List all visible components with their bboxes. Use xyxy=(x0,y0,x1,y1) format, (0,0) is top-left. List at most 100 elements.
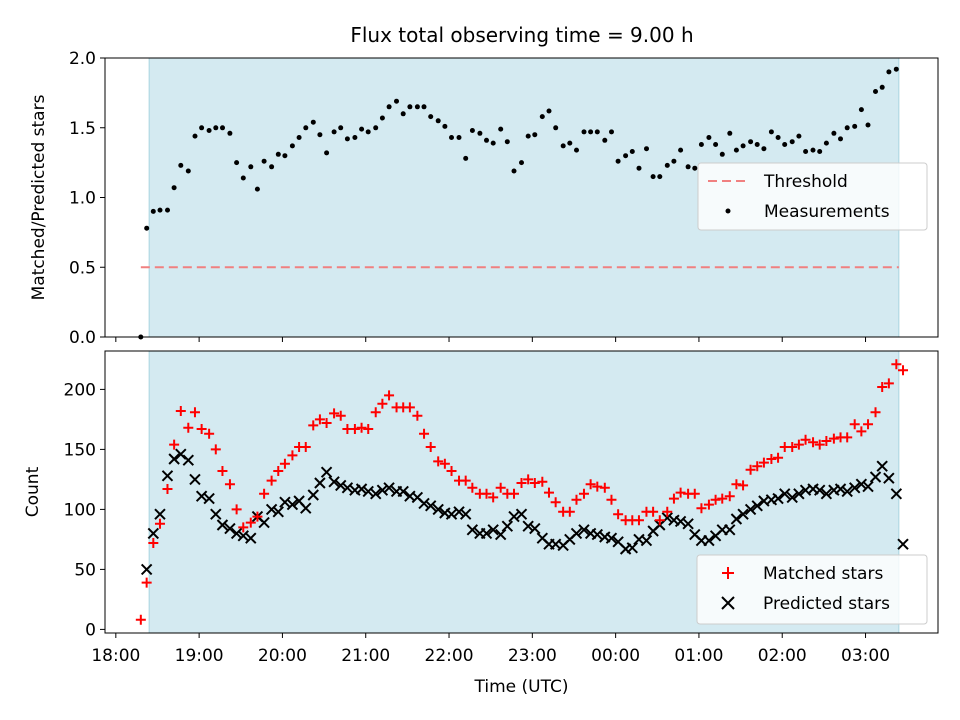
matched-star-point xyxy=(717,493,728,504)
measurement-point xyxy=(727,130,733,136)
measurement-point xyxy=(171,185,177,191)
matched-star-point xyxy=(863,419,874,430)
measurement-point xyxy=(532,132,538,138)
matched-star-point xyxy=(613,509,624,520)
predicted-star-point xyxy=(848,482,861,494)
matched-star-point xyxy=(481,488,492,499)
predicted-star-point xyxy=(793,488,805,500)
matched-star-point xyxy=(633,515,644,526)
predicted-star-point xyxy=(320,466,333,478)
measurement-point xyxy=(227,130,233,136)
count-x-tick-label: 20:00 xyxy=(258,646,307,666)
matched-star-point xyxy=(898,365,909,376)
matched-star-point xyxy=(599,482,610,493)
matched-star-point xyxy=(808,437,819,448)
predicted-star-point xyxy=(328,476,340,488)
measurement-point xyxy=(275,151,281,157)
count-x-tick-label: 19:00 xyxy=(175,646,224,666)
matched-star-point xyxy=(300,442,311,452)
measurement-point xyxy=(602,137,608,143)
measurement-point xyxy=(865,122,871,128)
matched-star-point xyxy=(877,382,888,392)
matched-star-point xyxy=(592,481,603,492)
matched-star-point xyxy=(210,444,221,455)
measurement-point xyxy=(733,147,739,153)
measurement-point xyxy=(303,125,309,131)
predicted-star-point xyxy=(258,516,270,529)
predicted-star-point xyxy=(397,485,409,498)
matched-star-point xyxy=(349,424,360,434)
count-y-ticks: 0 50 100 150 200 xyxy=(64,380,105,640)
count-x-tick-label: 01:00 xyxy=(674,646,723,666)
matched-star-point xyxy=(654,515,665,526)
count-x-tick-label: 02:00 xyxy=(758,646,807,666)
matched-star-point xyxy=(543,487,554,498)
measurement-point xyxy=(185,168,191,174)
measurement-point xyxy=(782,142,788,147)
measurement-point xyxy=(414,104,420,110)
predicted-star-point xyxy=(140,563,153,576)
count-x-ticks: 18:00 19:00 20:00 21:00 22:00 23:00 00:00 01:00… xyxy=(91,633,890,666)
count-y-tick-label: 50 xyxy=(74,560,96,580)
measurement-point xyxy=(886,69,892,75)
measurement-point xyxy=(692,165,698,171)
measurement-point xyxy=(629,149,635,154)
predicted-star-point xyxy=(674,515,687,528)
measurement-point xyxy=(192,133,198,139)
predicted-star-point xyxy=(286,498,299,511)
measurement-point xyxy=(838,136,843,142)
matched-star-point xyxy=(668,493,679,504)
measurement-point xyxy=(504,139,510,145)
matched-star-point xyxy=(571,494,582,505)
predicted-star-point xyxy=(182,454,195,466)
measurement-point xyxy=(581,129,587,135)
measurement-point xyxy=(428,114,434,120)
chart-title: Flux total observing time = 9.00 h xyxy=(350,23,693,47)
predicted-star-point xyxy=(730,513,743,525)
predicted-star-point xyxy=(508,510,520,523)
legend-matched-swatch xyxy=(722,567,734,579)
measurement-point xyxy=(768,129,774,135)
measurement-point xyxy=(560,143,566,149)
predicted-star-point xyxy=(786,491,798,504)
measurement-point xyxy=(623,153,629,159)
matched-star-point xyxy=(814,439,825,450)
predicted-stars-points xyxy=(140,448,909,576)
predicted-star-point xyxy=(605,532,618,544)
matched-star-point xyxy=(460,475,471,486)
matched-star-point xyxy=(287,450,298,461)
matched-star-point xyxy=(773,452,784,463)
measurement-point xyxy=(636,165,642,171)
matched-star-point xyxy=(564,506,575,517)
predicted-star-point xyxy=(335,479,347,492)
measurement-point xyxy=(490,140,496,146)
predicted-star-point xyxy=(772,492,784,505)
measurement-point xyxy=(685,164,691,170)
matched-star-point xyxy=(433,456,444,467)
matched-star-point xyxy=(162,484,173,494)
measurement-point xyxy=(282,153,288,159)
ratio-panel: 0.00.51.01.52.0 Matched/Predicted stars … xyxy=(29,49,939,348)
matched-star-point xyxy=(183,422,194,433)
measurement-point xyxy=(289,143,295,149)
count-legend: Matched stars Predicted stars xyxy=(696,554,928,625)
measurement-point xyxy=(678,147,684,153)
matched-star-point xyxy=(738,480,749,491)
predicted-star-point xyxy=(855,478,868,490)
ratio-legend: Threshold Measurements xyxy=(697,162,928,231)
predicted-star-point xyxy=(168,453,180,465)
matched-star-point xyxy=(329,408,340,419)
matched-star-point xyxy=(148,538,159,548)
matched-star-point xyxy=(724,491,735,502)
measurement-point xyxy=(442,123,448,129)
matched-star-point xyxy=(488,492,499,503)
matched-star-point xyxy=(703,499,714,510)
measurement-point xyxy=(546,108,552,114)
predicted-star-point xyxy=(154,508,166,520)
predicted-star-point xyxy=(570,527,583,540)
measurement-point xyxy=(879,84,885,90)
predicted-star-point xyxy=(307,489,319,501)
measurement-point xyxy=(144,225,150,231)
measurement-point xyxy=(261,158,267,164)
predicted-star-point xyxy=(876,460,888,472)
